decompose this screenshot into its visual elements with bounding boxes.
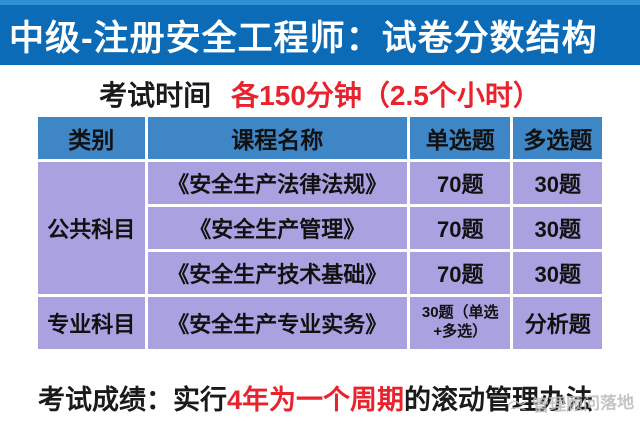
cell-course: 《安全生产管理》 xyxy=(147,207,407,249)
col-header-multi-choice: 多选题 xyxy=(513,117,602,159)
exam-result-line: 考试成绩：实行4年为一个周期的滚动管理办法 xyxy=(38,378,593,417)
cell-multi-count: 30题 xyxy=(513,207,602,249)
table-row: 专业科目 《安全生产专业实务》 30题（单选 +多选） 分析题 xyxy=(38,297,602,349)
exam-result-suffix: 的滚动管理办法 xyxy=(404,385,594,415)
exam-time-value: 各150分钟（2.5个小时） xyxy=(231,80,541,111)
cell-category-professional: 专业科目 xyxy=(38,297,145,349)
table-row: 《安全生产管理》 70题 30题 xyxy=(38,207,602,249)
table-header-row: 类别 课程名称 单选题 多选题 xyxy=(38,117,602,159)
cell-category-public: 公共科目 xyxy=(38,162,145,294)
cell-multi-count: 30题 xyxy=(513,162,602,204)
cell-single-count: 70题 xyxy=(409,162,511,204)
cell-single-count: 30题（单选 +多选） xyxy=(409,297,511,349)
cell-multi-count: 分析题 xyxy=(513,297,602,349)
score-structure-table: 类别 课程名称 单选题 多选题 公共科目 《安全生产法律法规》 70题 30题 … xyxy=(35,114,605,352)
cell-single-count: 70题 xyxy=(409,252,511,294)
top-accent-strip xyxy=(0,0,640,5)
cell-multi-count: 30题 xyxy=(513,252,602,294)
watermark-logo-icon xyxy=(506,396,529,413)
col-header-course: 课程名称 xyxy=(147,117,407,159)
cell-course: 《安全生产专业实务》 xyxy=(147,297,407,349)
watermark: 管理顾问落地 xyxy=(506,388,635,417)
col-header-category: 类别 xyxy=(38,117,145,159)
exam-result-highlight: 4年为一个周期 xyxy=(227,385,405,415)
exam-time-label: 考试时间 xyxy=(99,80,212,111)
cell-single-count: 70题 xyxy=(409,207,511,249)
title-banner: 中级-注册安全工程师：试卷分数结构 xyxy=(0,5,640,65)
table-row: 《安全生产技术基础》 70题 30题 xyxy=(38,252,602,294)
page-title: 中级-注册安全工程师：试卷分数结构 xyxy=(9,18,598,58)
col-header-single-choice: 单选题 xyxy=(409,117,511,159)
table-row: 公共科目 《安全生产法律法规》 70题 30题 xyxy=(38,162,602,294)
exam-result-prefix: 考试成绩：实行 xyxy=(38,385,227,415)
watermark-text: 管理顾问落地 xyxy=(531,392,635,416)
cell-course: 《安全生产法律法规》 xyxy=(147,162,407,204)
exam-time-line: 考试时间 各150分钟（2.5个小时） xyxy=(0,74,640,114)
cell-course: 《安全生产技术基础》 xyxy=(147,252,407,294)
